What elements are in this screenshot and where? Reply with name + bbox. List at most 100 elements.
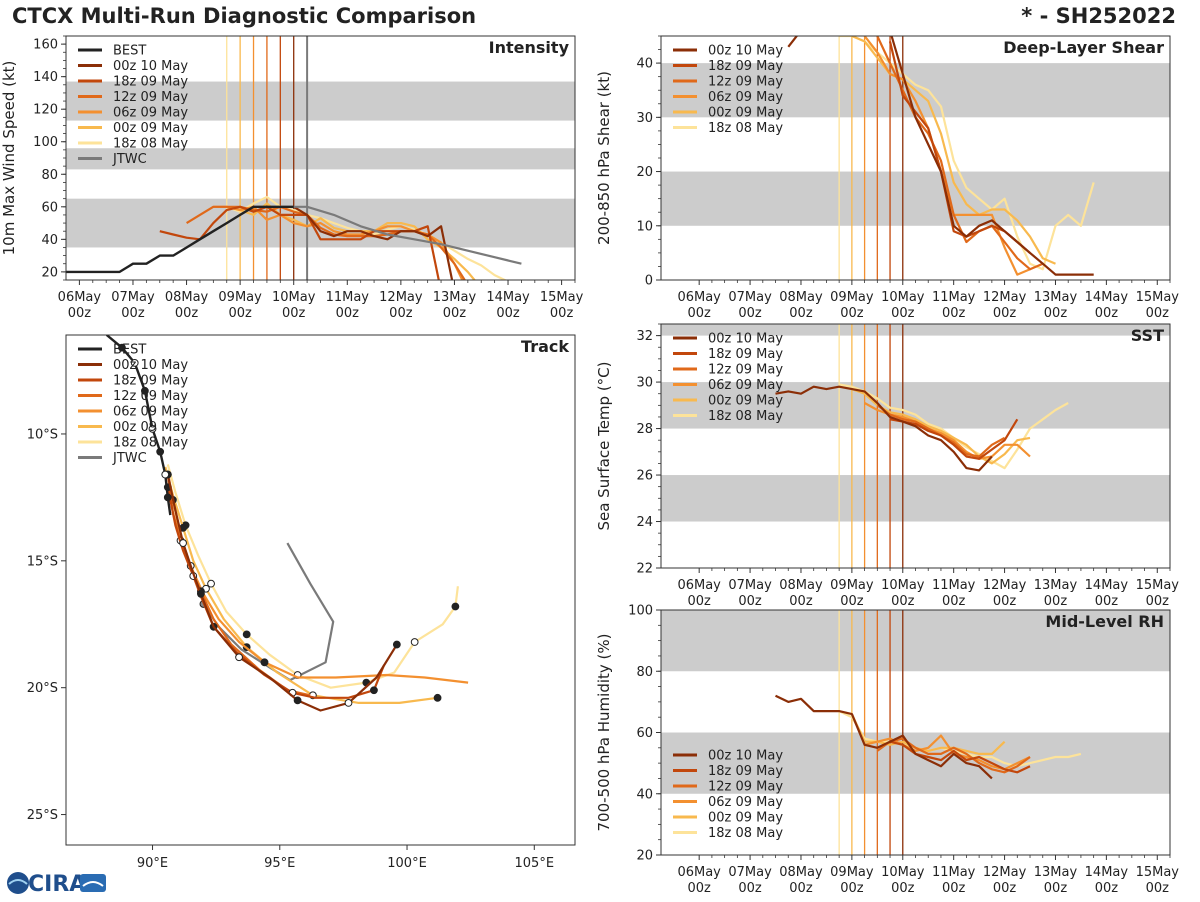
track-xtick-label: 105°E [515,856,555,871]
logo-wordmark: CIRA [28,872,86,897]
intensity-line-jtwc [293,205,522,265]
intensity-ytick-label: 140 [33,70,58,85]
track-position-marker [433,693,442,702]
track-position-marker [344,699,353,707]
shear-xtick-label: 12May 00z [983,290,1027,321]
sst-legend-label: 00z 10 May [708,332,783,347]
rh-line-12z-09-may [876,737,1031,774]
track-legend-label: JTWC [112,451,147,466]
sst-xtick-label: 10May 00z [881,578,925,609]
sst-xtick-label: 11May 00z [932,578,976,609]
track-line-18z-09-may [166,486,386,699]
sst-title: SST [1131,326,1164,345]
sst-ylabel: Sea Surface Temp (°C) [595,361,613,530]
track-line-00z-09-may [164,466,438,704]
shear-ytick-label: 30 [636,111,653,126]
track-legend-label: BEST [113,343,146,358]
rh-ytick-label: 100 [628,604,653,619]
track-legend-label: 18z 09 May [113,374,188,389]
track-line-06z-09-may [166,471,469,684]
intensity-xtick-label: 13May 00z [433,290,477,321]
sst-xtick-label: 13May 00z [1034,578,1078,609]
intensity-line-18z-09-may [159,205,440,280]
sst-ytick-label: 30 [636,376,653,391]
cira-logo: CIRA [4,866,108,898]
track-position-marker [242,630,251,639]
intensity-xtick-label: 07May 00z [111,290,155,321]
sst-legend-label: 18z 08 May [708,409,783,424]
intensity-ytick-label: 160 [33,38,58,53]
rh-band [661,732,1170,794]
sst-band [661,324,1170,336]
sst-line-00z-10-may [775,385,993,472]
rh-xtick-label: 08May 00z [779,865,823,896]
sst-band [661,475,1170,522]
sst-series [775,383,1069,472]
rh-legend-label: 18z 09 May [708,764,783,779]
rh-xtick-label: 12May 00z [983,865,1027,896]
shear-legend-label: 00z 10 May [708,44,783,59]
shear-title: Deep-Layer Shear [1003,38,1164,57]
track-position-marker [140,386,149,395]
sst-xtick-label: 15May 00z [1136,578,1180,609]
track-legend-label: 06z 09 May [113,405,188,420]
track-position-marker [156,447,165,456]
sst-legend-label: 18z 09 May [708,347,783,362]
track-title: Track [521,337,569,356]
figure-title: CTCX Multi-Run Diagnostic Comparison [12,4,477,28]
rh-xtick-label: 07May 00z [728,865,772,896]
track-position-marker [179,539,187,547]
rh-legend-label: 06z 09 May [708,795,783,810]
rh-ylabel: 700-500 hPa Humidity (%) [595,633,613,831]
shear-legend-label: 06z 09 May [708,90,783,105]
track-legend-label: 18z 08 May [113,436,188,451]
shear-legend-label: 18z 08 May [708,121,783,136]
sst-ytick-label: 28 [636,422,653,437]
intensity-xtick-label: 15May 00z [540,290,584,321]
shear-line-00z-10-may [787,36,1094,276]
intensity-ytick-label: 20 [41,265,58,280]
shear-legend-label: 12z 09 May [708,75,783,90]
track-position-marker [260,658,269,667]
intensity-xtick-label: 14May 00z [486,290,530,321]
sst-ytick-label: 26 [636,469,653,484]
shear-xtick-label: 14May 00z [1085,290,1129,321]
track-legend-label: 00z 10 May [113,358,188,373]
track-xtick-label: 100°E [387,856,427,871]
shear-ytick-label: 0 [645,274,653,289]
track-line-12z-09-may [166,474,311,697]
rh-series [775,694,1082,780]
intensity-band [66,148,575,170]
intensity-series [66,195,522,280]
shear-legend-label: 18z 09 May [708,59,783,74]
track-position-marker [451,602,460,611]
shear-xtick-label: 08May 00z [779,290,823,321]
sst-xtick-label: 08May 00z [779,578,823,609]
intensity-band [66,81,575,121]
rh-line-00z-10-may [775,694,993,780]
intensity-xtick-label: 09May 00z [218,290,262,321]
storm-id: * - SH252022 [1021,4,1176,28]
track-position-marker [196,589,205,598]
intensity-ytick-label: 60 [41,200,58,215]
rh-xtick-label: 10May 00z [881,865,925,896]
shear-line-06z-09-may [863,36,1031,276]
intensity-legend-label: JTWC [112,152,147,167]
shear-xtick-label: 11May 00z [932,290,976,321]
shear-xtick-label: 13May 00z [1034,290,1078,321]
rh-legend-label: 00z 10 May [708,749,783,764]
intensity-line-00z-10-may [293,205,454,280]
intensity-legend-label: 18z 08 May [113,137,188,152]
track-position-marker [130,359,139,367]
track-series [105,335,469,712]
track-legend-label: 00z 09 May [113,420,188,435]
sst-legend-label: 12z 09 May [708,363,783,378]
shear-xtick-label: 15May 00z [1136,290,1180,321]
track-position-marker [370,686,378,695]
shear-line-18z-08-may [839,36,1095,271]
rh-xtick-label: 11May 00z [932,865,976,896]
